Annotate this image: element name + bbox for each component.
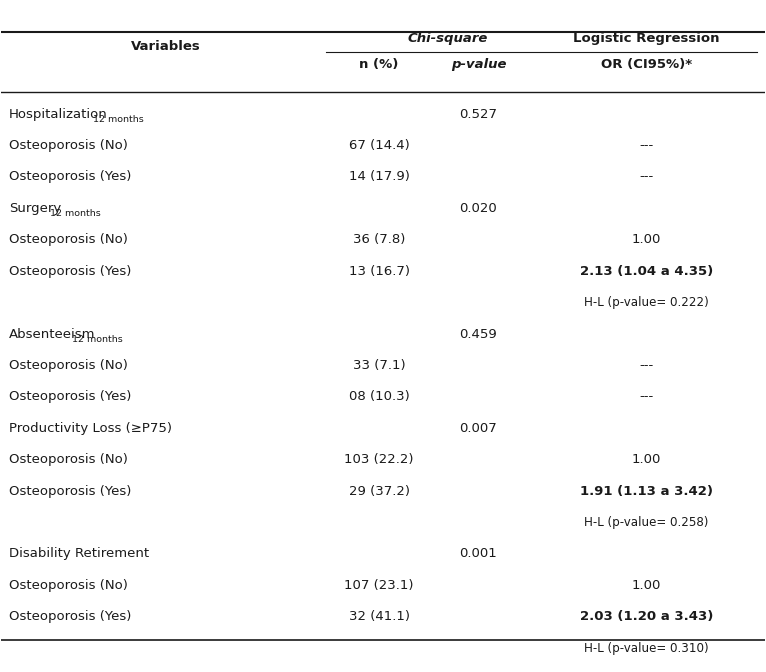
Text: ---: --- bbox=[639, 359, 653, 372]
Text: 0.459: 0.459 bbox=[460, 327, 497, 341]
Text: 32 (41.1): 32 (41.1) bbox=[349, 610, 410, 624]
Text: Osteoporosis (Yes): Osteoporosis (Yes) bbox=[9, 610, 132, 624]
Text: 36 (7.8): 36 (7.8) bbox=[353, 233, 405, 247]
Text: Osteoporosis (Yes): Osteoporosis (Yes) bbox=[9, 485, 132, 498]
Text: ---: --- bbox=[639, 390, 653, 403]
Text: p-value: p-value bbox=[450, 58, 506, 71]
Text: Variables: Variables bbox=[131, 40, 201, 53]
Text: 14 (17.9): 14 (17.9) bbox=[349, 171, 410, 183]
Text: 0.020: 0.020 bbox=[460, 202, 497, 215]
Text: 107 (23.1): 107 (23.1) bbox=[345, 579, 414, 592]
Text: Disability Retirement: Disability Retirement bbox=[9, 548, 149, 560]
Text: H-L (p-value= 0.310): H-L (p-value= 0.310) bbox=[584, 642, 709, 655]
Text: 103 (22.2): 103 (22.2) bbox=[345, 453, 414, 466]
Text: Surgery: Surgery bbox=[9, 202, 61, 215]
Text: Absenteeism: Absenteeism bbox=[9, 327, 96, 341]
Text: Hospitalization: Hospitalization bbox=[9, 108, 108, 121]
Text: Osteoporosis (No): Osteoporosis (No) bbox=[9, 233, 128, 247]
Text: ---: --- bbox=[639, 171, 653, 183]
Text: Osteoporosis (No): Osteoporosis (No) bbox=[9, 139, 128, 152]
Text: Osteoporosis (No): Osteoporosis (No) bbox=[9, 579, 128, 592]
Text: H-L (p-value= 0.258): H-L (p-value= 0.258) bbox=[584, 516, 709, 529]
Text: ---: --- bbox=[639, 139, 653, 152]
Text: Osteoporosis (Yes): Osteoporosis (Yes) bbox=[9, 390, 132, 403]
Text: n (%): n (%) bbox=[359, 58, 399, 71]
Text: OR (CI95%)*: OR (CI95%)* bbox=[601, 58, 692, 71]
Text: 2.03 (1.20 a 3.43): 2.03 (1.20 a 3.43) bbox=[580, 610, 713, 624]
Text: Chi-square: Chi-square bbox=[408, 32, 488, 45]
Text: 2.13 (1.04 a 4.35): 2.13 (1.04 a 4.35) bbox=[580, 265, 713, 278]
Text: 12 months: 12 months bbox=[51, 209, 101, 218]
Text: Logistic Regression: Logistic Regression bbox=[573, 32, 719, 45]
Text: 12 months: 12 months bbox=[71, 335, 123, 344]
Text: H-L (p-value= 0.222): H-L (p-value= 0.222) bbox=[584, 296, 709, 309]
Text: 1.00: 1.00 bbox=[632, 579, 661, 592]
Text: Osteoporosis (Yes): Osteoporosis (Yes) bbox=[9, 171, 132, 183]
Text: 0.001: 0.001 bbox=[460, 548, 497, 560]
Text: 0.007: 0.007 bbox=[460, 422, 497, 435]
Text: 67 (14.4): 67 (14.4) bbox=[349, 139, 410, 152]
Text: 0.527: 0.527 bbox=[460, 108, 497, 121]
Text: 29 (37.2): 29 (37.2) bbox=[349, 485, 410, 498]
Text: 1.91 (1.13 a 3.42): 1.91 (1.13 a 3.42) bbox=[580, 485, 713, 498]
Text: Productivity Loss (≥P75): Productivity Loss (≥P75) bbox=[9, 422, 172, 435]
Text: 1.00: 1.00 bbox=[632, 233, 661, 247]
Text: Osteoporosis (No): Osteoporosis (No) bbox=[9, 359, 128, 372]
Text: Osteoporosis (Yes): Osteoporosis (Yes) bbox=[9, 265, 132, 278]
Text: Osteoporosis (No): Osteoporosis (No) bbox=[9, 453, 128, 466]
Text: 1.00: 1.00 bbox=[632, 453, 661, 466]
Text: 08 (10.3): 08 (10.3) bbox=[349, 390, 410, 403]
Text: 33 (7.1): 33 (7.1) bbox=[353, 359, 405, 372]
Text: 13 (16.7): 13 (16.7) bbox=[349, 265, 410, 278]
Text: 12 months: 12 months bbox=[93, 115, 144, 124]
